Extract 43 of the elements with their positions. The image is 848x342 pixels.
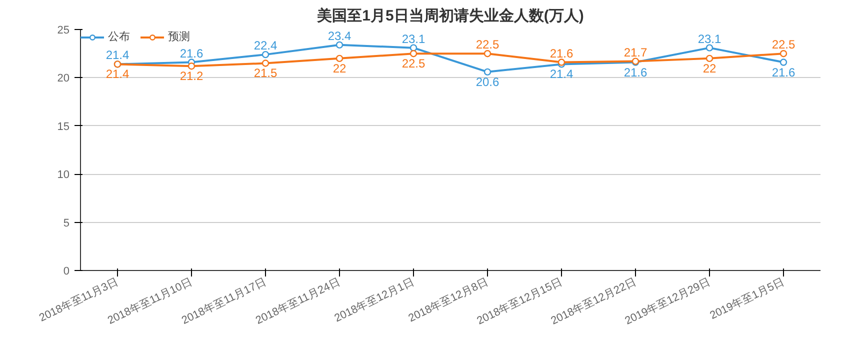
point: [780, 50, 788, 58]
data-label: 21.6: [772, 65, 796, 80]
y-tick-label: 5: [63, 217, 70, 230]
y-tick-label: 10: [57, 169, 70, 182]
point: [484, 68, 492, 76]
point: [410, 50, 418, 58]
point: [706, 54, 714, 62]
point: [262, 50, 270, 58]
data-label: 21.4: [106, 48, 130, 62]
data-label: 23.1: [402, 32, 426, 46]
point: [262, 60, 270, 67]
point: [484, 50, 492, 58]
data-label: 22.5: [476, 38, 500, 52]
data-label: 21.2: [180, 69, 204, 84]
data-label: 23.1: [698, 32, 722, 46]
y-tick-label: 20: [57, 72, 70, 85]
y-tick-label: 15: [57, 120, 70, 133]
data-label: 21.4: [106, 67, 130, 82]
legend-label: 公布: [108, 30, 130, 44]
data-label: 22: [702, 61, 716, 76]
y-tick-label: 0: [63, 266, 70, 278]
data-label: 21.7: [624, 45, 648, 60]
x-tick-label: 2019年至1月5日: [708, 276, 786, 322]
y-tick-label: 25: [57, 24, 70, 36]
data-label: 23.4: [328, 28, 352, 43]
point: [410, 44, 418, 52]
data-label: 20.6: [476, 74, 500, 89]
data-label: 22.5: [402, 56, 426, 71]
data-label: 22.4: [254, 38, 278, 53]
data-label: 21.6: [180, 46, 204, 60]
legend-label: 预测: [168, 30, 190, 44]
point: [706, 44, 714, 52]
point: [336, 41, 344, 49]
data-label: 21.6: [624, 65, 648, 80]
point: [780, 58, 788, 66]
data-label: 22: [332, 61, 346, 76]
data-label: 21.4: [550, 67, 574, 82]
chart-title: 美国至1月5日当周初请失业金人数(万人): [316, 6, 584, 24]
point: [336, 54, 344, 62]
data-label: 21.6: [550, 46, 574, 60]
data-label: 22.5: [772, 38, 796, 52]
data-label: 21.5: [254, 66, 278, 80]
point: [188, 62, 196, 70]
